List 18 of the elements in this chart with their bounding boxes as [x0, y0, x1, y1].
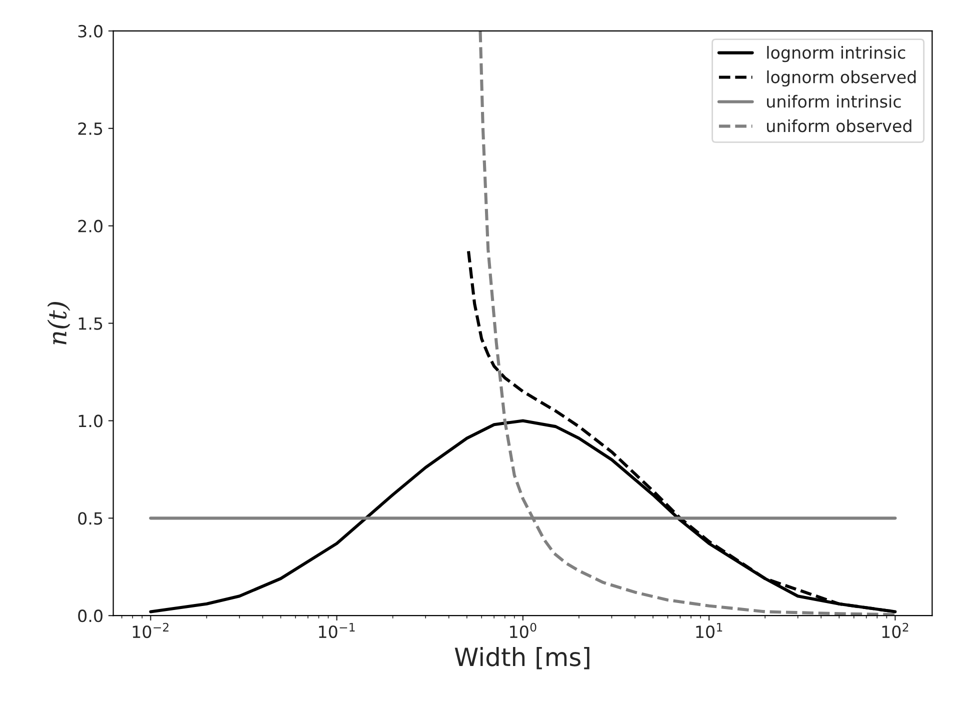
y-tick-label: 0.0 [78, 610, 102, 622]
legend-label: lognorm intrinsic [767, 46, 906, 62]
x-tick-label: 10$^{0}$ [510, 622, 536, 638]
x-axis-title: Width [ms] [454, 647, 590, 670]
x-tick-label: 10$^{2}$ [882, 622, 908, 638]
y-tick-label: 0.5 [78, 512, 102, 525]
legend-label: uniform intrinsic [767, 94, 901, 108]
y-tick-label: 1.0 [78, 414, 102, 428]
x-tick-label: 10$^{1}$ [696, 622, 722, 638]
legend-label: uniform observed [767, 119, 912, 132]
y-tick-label: 1.5 [78, 317, 102, 330]
legend-label: lognorm observed [767, 70, 916, 87]
y-axis-title: n(t) [47, 302, 70, 344]
x-tick-label: 10$^{−2}$ [132, 622, 168, 638]
y-tick-label: 2.5 [78, 122, 102, 135]
y-tick-label: 3.0 [78, 24, 102, 38]
x-tick-label: 10$^{−1}$ [319, 622, 355, 638]
y-tick-label: 2.0 [78, 220, 102, 232]
